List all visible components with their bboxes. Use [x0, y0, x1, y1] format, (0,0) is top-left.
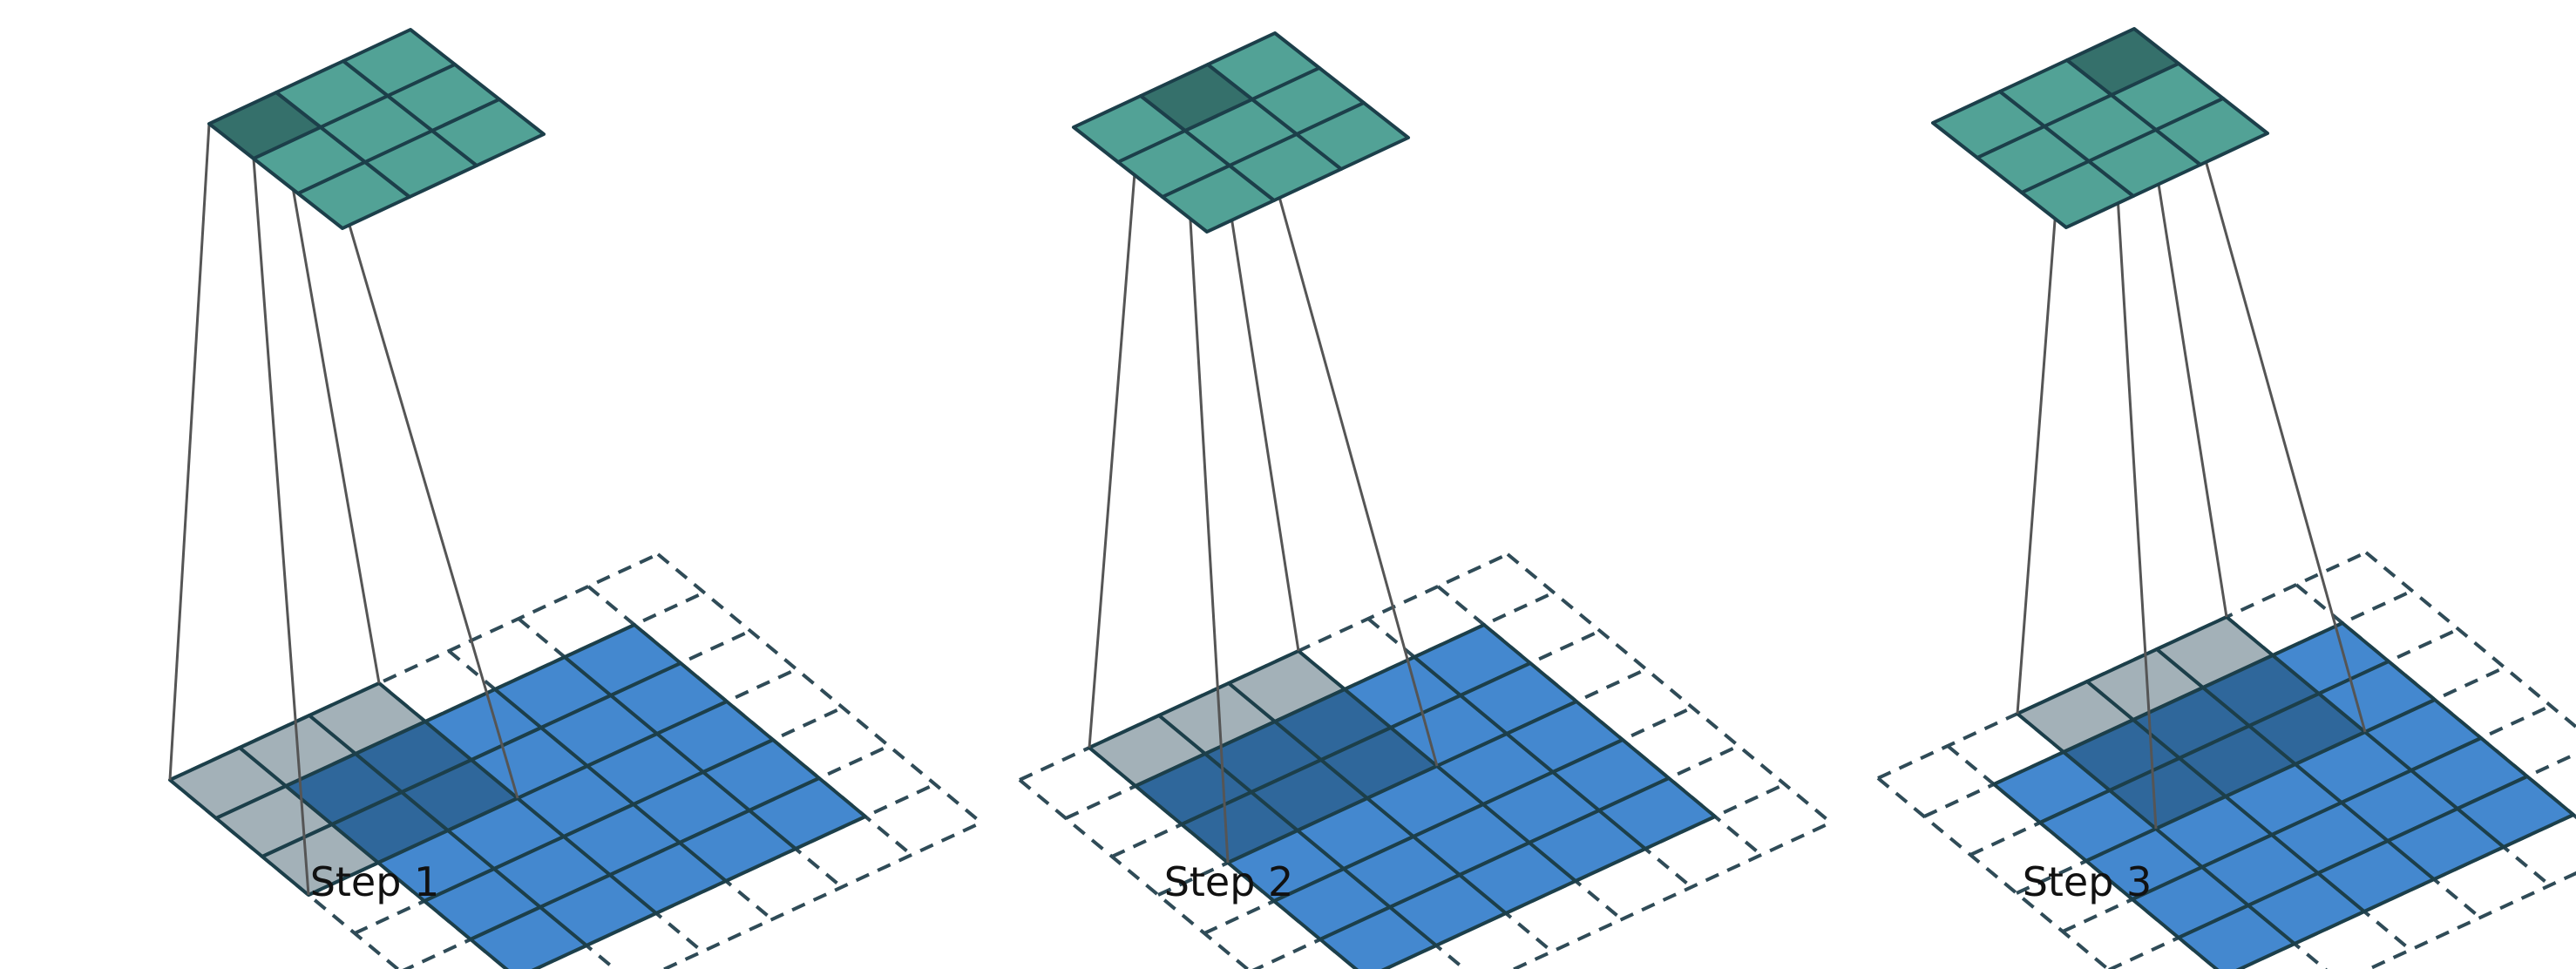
connector-line: [319, 126, 519, 799]
connector-line: [2177, 63, 2367, 733]
input-grid: [1992, 621, 2575, 969]
step-1-panel: [168, 28, 983, 969]
output-grid: [1072, 31, 1410, 234]
step-1-label: Step 1: [309, 858, 440, 905]
kernel-window: [168, 681, 427, 897]
input-grid: [284, 623, 867, 969]
output-cell: [2154, 97, 2269, 166]
step-3-label: Step 3: [2022, 858, 2152, 905]
input-grid: [1134, 623, 1717, 969]
padding-grid-line: [169, 552, 659, 782]
connector-lines: [168, 91, 519, 896]
padding-grid-line: [1509, 821, 1832, 969]
connector-line: [252, 158, 310, 896]
output-cell: [1295, 101, 1410, 171]
input-cell: [2456, 775, 2575, 849]
step-2-panel: [1018, 31, 1833, 969]
kernel-window: [1088, 649, 1346, 788]
output-cell: [430, 98, 546, 167]
input-cell: [748, 776, 867, 850]
output-grid: [207, 28, 546, 230]
connector-line: [1251, 98, 1439, 767]
connector-line: [168, 123, 211, 781]
padding-grid-line: [2364, 871, 2576, 969]
input-cell: [1597, 776, 1717, 850]
step-3-panel: [1876, 27, 2576, 969]
connector-line: [1183, 130, 1230, 864]
connector-line: [2110, 94, 2158, 830]
output-grid: [1931, 27, 2269, 229]
padding-grid-line: [660, 821, 982, 969]
step-2-label: Step 2: [1163, 858, 1294, 905]
connector-line: [1088, 95, 1142, 749]
